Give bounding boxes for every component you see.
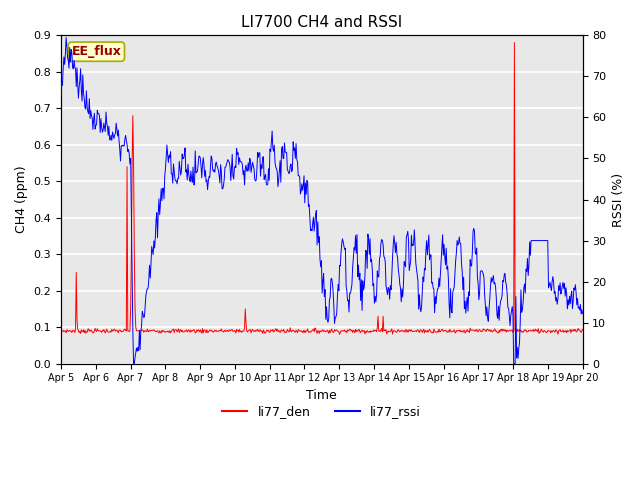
Y-axis label: RSSI (%): RSSI (%) [612, 172, 625, 227]
Text: EE_flux: EE_flux [72, 45, 122, 58]
X-axis label: Time: Time [307, 389, 337, 402]
Title: LI7700 CH4 and RSSI: LI7700 CH4 and RSSI [241, 15, 403, 30]
Legend: li77_den, li77_rssi: li77_den, li77_rssi [218, 400, 426, 423]
Y-axis label: CH4 (ppm): CH4 (ppm) [15, 166, 28, 233]
